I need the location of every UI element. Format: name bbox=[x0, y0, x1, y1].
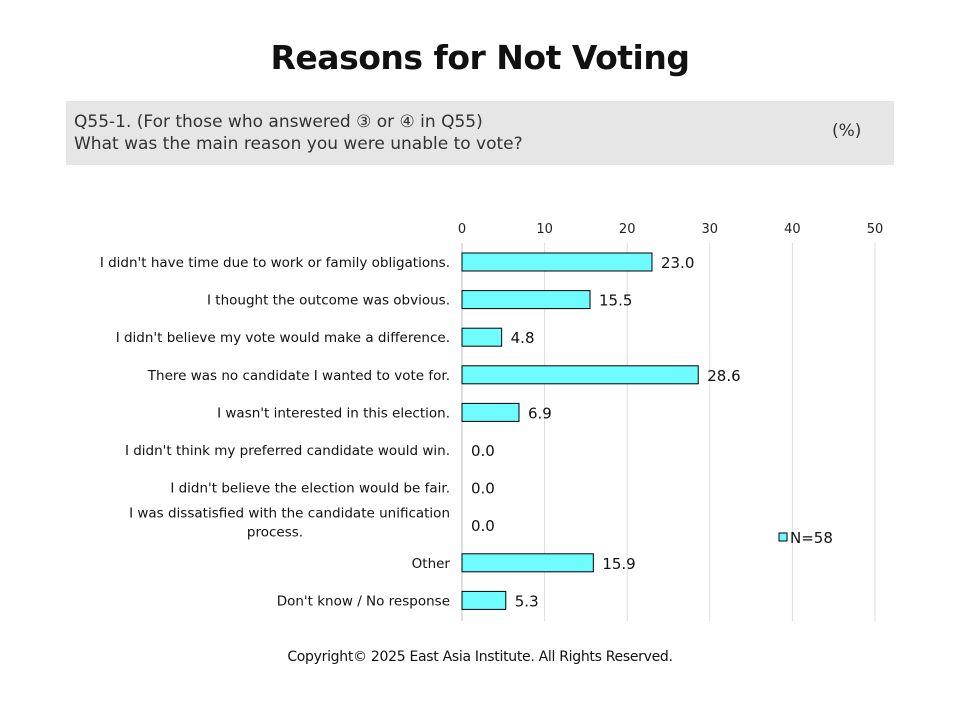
bar bbox=[461, 590, 507, 610]
category-label: process. bbox=[247, 525, 303, 541]
category-label: I didn't think my preferred candidate wo… bbox=[125, 443, 450, 459]
data-label: 0.0 bbox=[471, 480, 495, 498]
bar bbox=[461, 327, 503, 347]
data-label: 0.0 bbox=[471, 442, 495, 460]
category-label: Don't know / No response bbox=[277, 593, 450, 609]
bar bbox=[461, 290, 591, 310]
data-label: 6.9 bbox=[528, 404, 552, 422]
question-line-2: What was the main reason you were unable… bbox=[74, 134, 523, 154]
bar bbox=[461, 402, 520, 422]
data-label: 28.6 bbox=[707, 367, 740, 385]
data-label: 23.0 bbox=[661, 254, 694, 272]
category-label: I didn't have time due to work or family… bbox=[100, 255, 450, 271]
category-label: I didn't believe my vote would make a di… bbox=[116, 330, 450, 346]
x-tick-label: 20 bbox=[619, 222, 636, 237]
bar bbox=[461, 365, 699, 385]
question-box: Q55-1. (For those who answered ③ or ④ in… bbox=[66, 101, 894, 165]
data-label: 0.0 bbox=[471, 517, 495, 535]
x-tick-label: 50 bbox=[867, 222, 884, 237]
category-label: Other bbox=[412, 556, 451, 572]
category-label: I didn't believe the election would be f… bbox=[170, 481, 450, 497]
unit-label: (%) bbox=[832, 121, 862, 141]
data-label: 15.5 bbox=[599, 292, 632, 310]
x-tick-label: 40 bbox=[784, 222, 801, 237]
bar bbox=[461, 553, 594, 573]
question-line-1: Q55-1. (For those who answered ③ or ④ in… bbox=[74, 112, 483, 132]
category-label: There was no candidate I wanted to vote … bbox=[147, 368, 450, 384]
legend-label: N=58 bbox=[790, 529, 833, 547]
x-tick-label: 0 bbox=[458, 222, 466, 237]
data-label: 4.8 bbox=[511, 329, 535, 347]
category-label: I wasn't interested in this election. bbox=[217, 405, 450, 421]
category-label: I thought the outcome was obvious. bbox=[207, 293, 450, 309]
chart-title: Reasons for Not Voting bbox=[270, 38, 690, 77]
legend-swatch bbox=[778, 532, 788, 542]
bar bbox=[461, 252, 653, 272]
x-tick-label: 30 bbox=[702, 222, 719, 237]
x-tick-label: 10 bbox=[536, 222, 553, 237]
category-label: I was dissatisfied with the candidate un… bbox=[129, 506, 450, 522]
data-label: 5.3 bbox=[515, 592, 539, 610]
data-label: 15.9 bbox=[602, 555, 635, 573]
copyright-text: Copyright© 2025 East Asia Institute. All… bbox=[287, 649, 673, 665]
